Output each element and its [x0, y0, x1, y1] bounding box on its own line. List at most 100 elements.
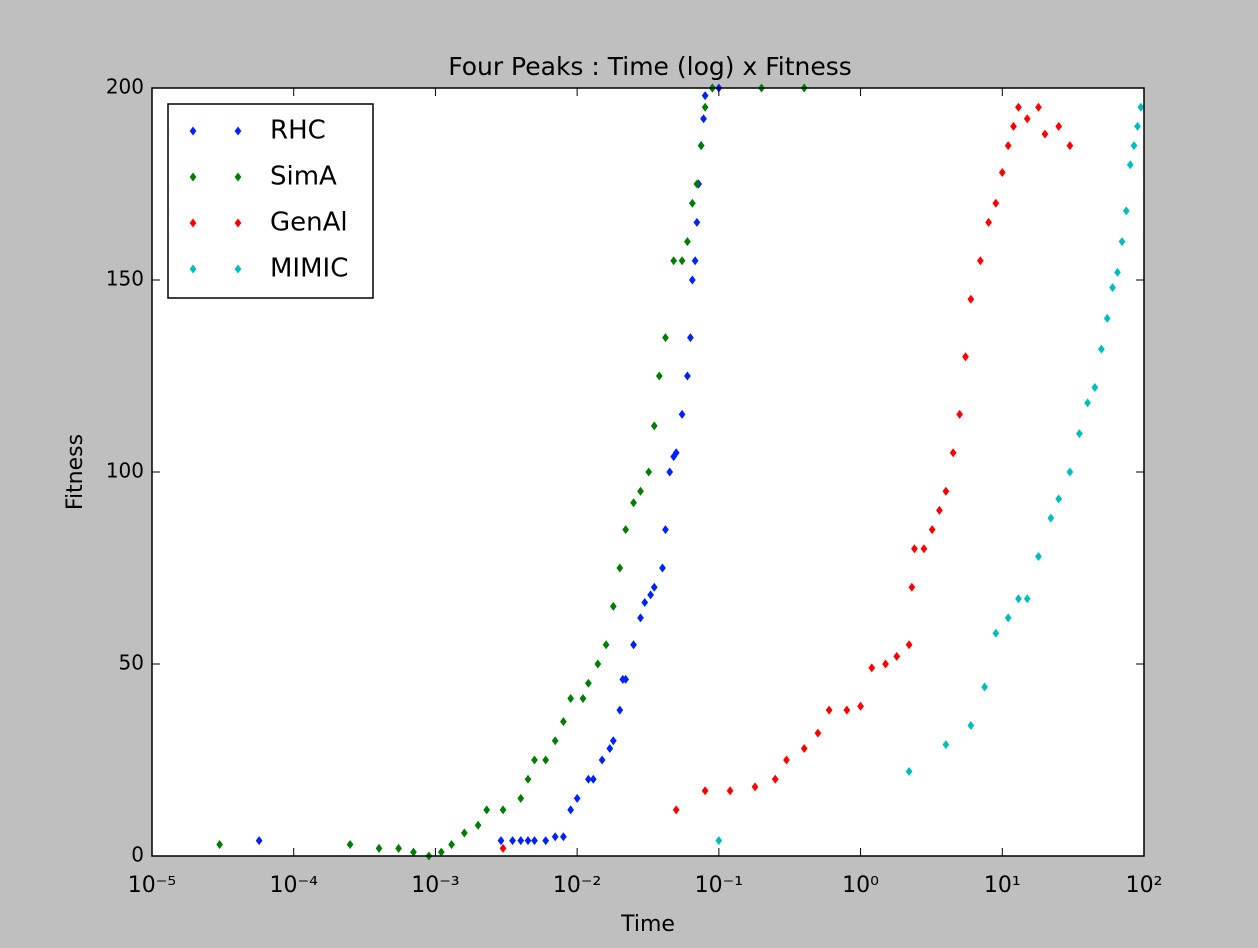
point: [920, 544, 928, 554]
point: [551, 832, 559, 842]
point: [650, 421, 658, 431]
point: [448, 839, 455, 849]
point: [662, 333, 669, 343]
legend-marker: [234, 218, 242, 228]
point: [499, 843, 507, 853]
x-tick-label: 10⁻¹: [695, 873, 743, 898]
x-tick-label: 10¹: [984, 873, 1021, 898]
point: [606, 743, 614, 753]
chart-title: Four Peaks : Time (log) x Fitness: [448, 52, 852, 81]
point: [967, 720, 975, 730]
point: [726, 786, 734, 796]
point: [1041, 129, 1049, 139]
point: [1109, 283, 1116, 293]
point: [1091, 383, 1099, 393]
point: [560, 717, 567, 727]
legend-label: GenAl: [270, 208, 348, 238]
point: [697, 141, 705, 151]
legend-marker: [189, 218, 197, 228]
point: [976, 256, 984, 266]
point: [701, 102, 709, 112]
point: [1055, 121, 1063, 131]
point: [524, 836, 532, 846]
point: [800, 743, 808, 753]
point: [641, 598, 649, 608]
point: [684, 371, 691, 381]
point: [637, 486, 644, 496]
point: [751, 782, 759, 792]
point: [967, 294, 975, 304]
point: [567, 694, 575, 704]
point: [375, 843, 383, 853]
point: [509, 836, 516, 846]
point: [584, 774, 592, 784]
point: [517, 836, 525, 846]
point: [693, 217, 701, 227]
point: [616, 705, 624, 715]
legend-label: SimA: [270, 162, 337, 192]
legend-marker: [189, 126, 197, 136]
point: [701, 91, 709, 101]
point: [1122, 206, 1130, 216]
point: [1023, 114, 1031, 124]
point: [474, 820, 482, 830]
y-tick-label: 100: [106, 459, 144, 483]
point: [531, 836, 538, 846]
point: [936, 505, 943, 515]
point: [998, 167, 1006, 177]
legend-label: RHC: [270, 116, 326, 146]
point: [1035, 102, 1042, 112]
point: [678, 409, 686, 419]
point: [1103, 313, 1111, 323]
point: [672, 448, 680, 458]
point: [1015, 594, 1022, 604]
point: [598, 755, 606, 765]
point: [1004, 141, 1012, 151]
point: [843, 705, 851, 715]
point: [460, 828, 468, 838]
point: [693, 179, 701, 189]
point: [942, 740, 950, 750]
point: [647, 590, 654, 600]
point: [594, 659, 602, 669]
point: [783, 755, 790, 765]
point: [992, 198, 1000, 208]
point: [622, 525, 630, 535]
y-tick-label: 50: [119, 651, 144, 675]
point: [1023, 594, 1031, 604]
point: [1066, 141, 1074, 151]
point: [1126, 160, 1134, 170]
point: [499, 805, 507, 815]
point: [701, 786, 709, 796]
point: [992, 628, 1000, 638]
point: [1118, 237, 1126, 247]
point: [893, 651, 901, 661]
point: [1076, 429, 1083, 439]
legend-marker: [189, 172, 197, 182]
point: [589, 774, 597, 784]
point: [715, 836, 723, 846]
point: [616, 563, 624, 573]
point: [630, 498, 637, 508]
point: [672, 805, 680, 815]
point: [1114, 267, 1121, 277]
point: [1047, 513, 1055, 523]
point: [1010, 121, 1017, 131]
point: [483, 805, 491, 815]
point: [1066, 467, 1074, 477]
point: [911, 544, 918, 554]
point: [579, 694, 587, 704]
point: [560, 832, 567, 842]
point: [666, 467, 674, 477]
legend-label: MIMIC: [270, 254, 348, 284]
point: [531, 755, 538, 765]
point: [688, 275, 696, 285]
point: [1084, 398, 1091, 408]
point: [584, 678, 592, 688]
point: [882, 659, 889, 669]
point: [395, 843, 403, 853]
point: [659, 563, 666, 573]
point: [1137, 102, 1145, 112]
x-axis-label: Time: [620, 912, 675, 937]
